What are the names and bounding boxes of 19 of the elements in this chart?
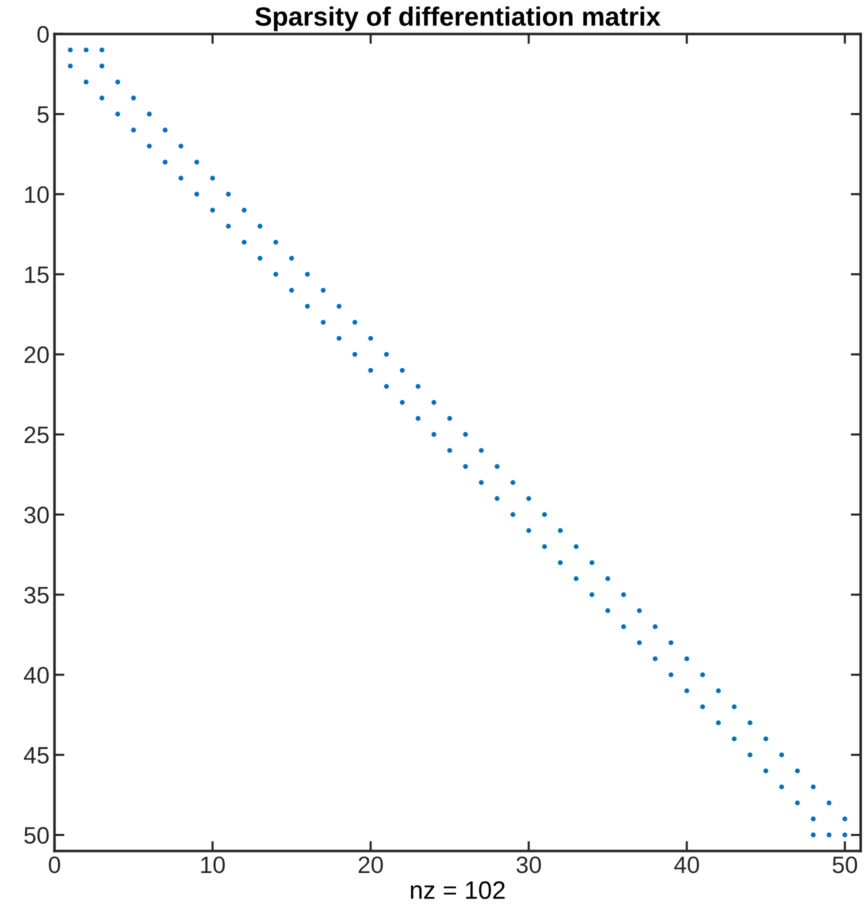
x-tick-label: 10 <box>201 856 225 874</box>
chart-title: Sparsity of differentiation matrix <box>255 6 660 32</box>
y-tick-label: 0 <box>37 26 49 43</box>
y-tick-label: 30 <box>24 506 49 524</box>
y-tick-label: 20 <box>24 346 49 364</box>
x-tick-label: 0 <box>48 856 60 874</box>
x-tick-label: 50 <box>832 856 858 874</box>
x-tick-label: 20 <box>358 856 383 874</box>
y-tick-label: 45 <box>24 747 49 764</box>
y-tick-label: 15 <box>25 266 49 284</box>
y-tick-label: 5 <box>37 106 49 123</box>
y-tick-label: 10 <box>25 186 49 203</box>
x-axis-title: nz = 102 <box>410 881 505 899</box>
x-tick-label: 40 <box>674 856 699 874</box>
y-tick-label: 25 <box>24 426 49 444</box>
y-tick-label: 50 <box>24 827 49 844</box>
y-tick-label: 35 <box>24 586 49 604</box>
x-tick-label: 30 <box>516 856 541 874</box>
y-tick-label: 40 <box>24 666 49 684</box>
